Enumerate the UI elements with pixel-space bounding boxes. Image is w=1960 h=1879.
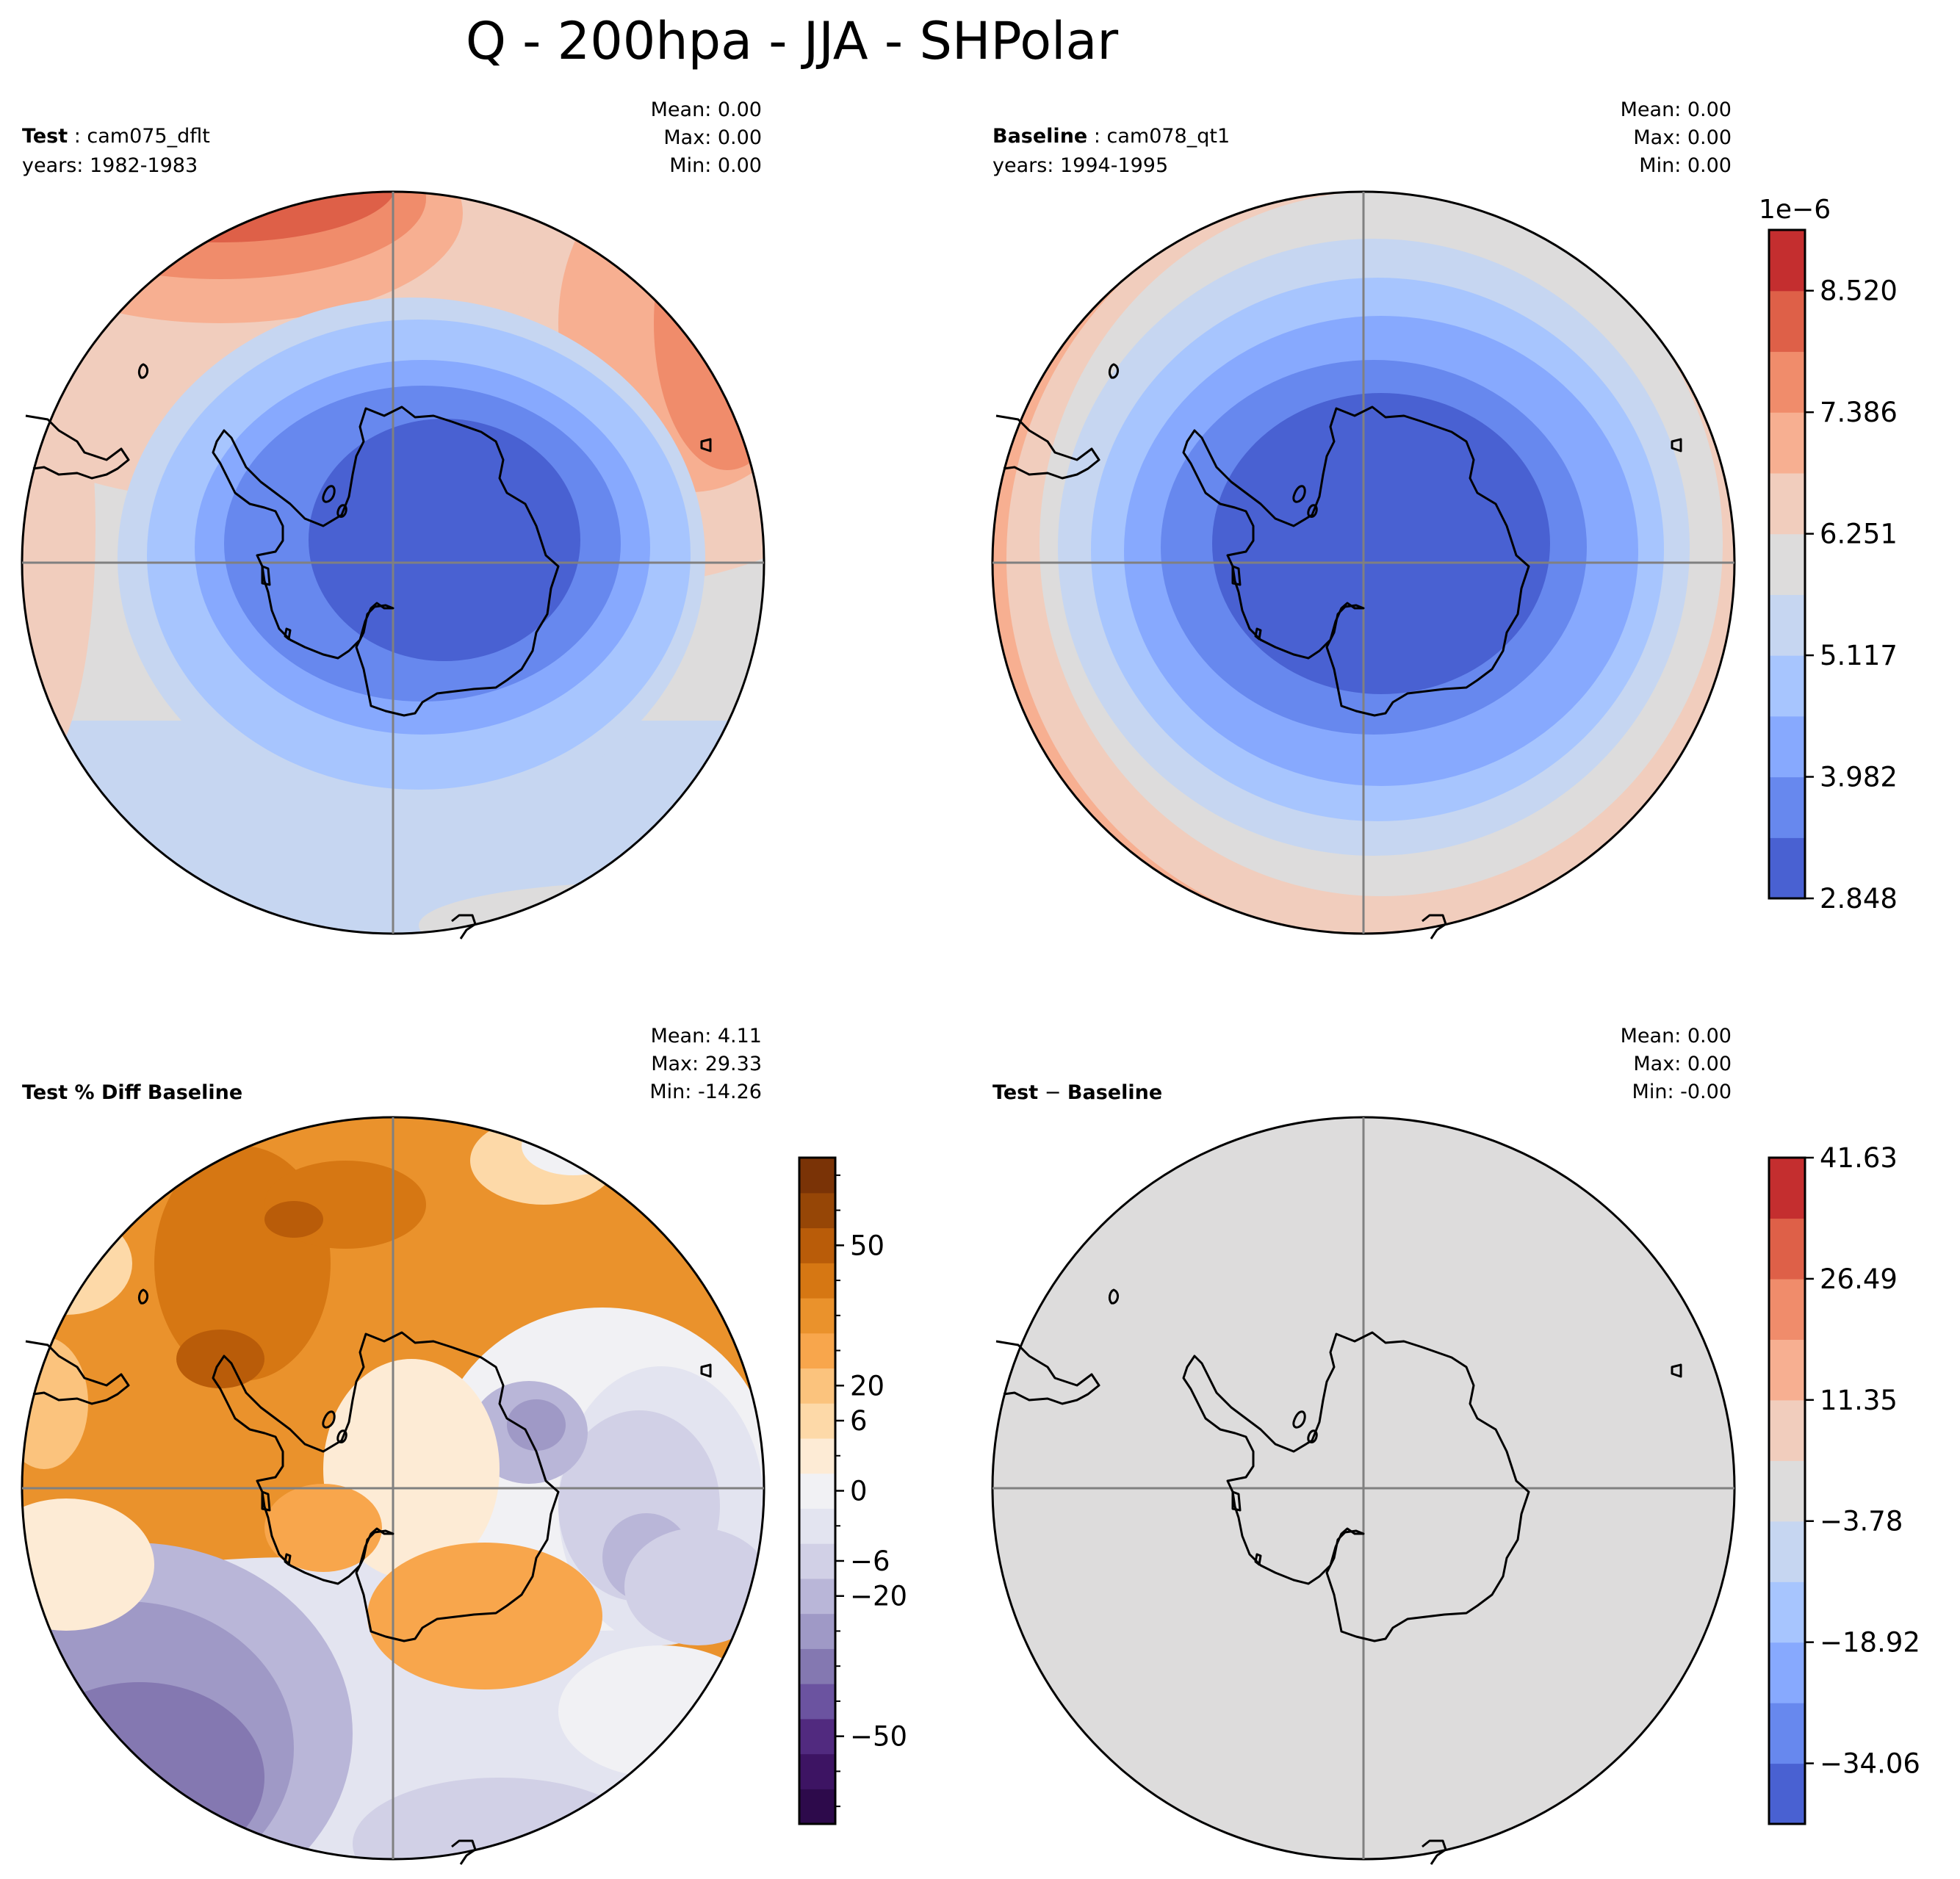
- colorbar-diff-tick-label: −34.06: [1820, 1748, 1920, 1780]
- colorbar-main-tick-label: 5.117: [1820, 640, 1898, 671]
- colorbar-pct-block: [799, 1438, 835, 1474]
- colorbar-pct-tick-label: 50: [850, 1230, 884, 1261]
- colorbar-main-tick-label: 3.982: [1820, 762, 1898, 793]
- panel-pctdiff: Test % Diff Baseline Mean: 4.11 Max: 29.…: [21, 1025, 765, 1866]
- colorbar-pct-tick-label: −6: [850, 1546, 890, 1577]
- panel-baseline-label: Baseline : cam078_qt1: [992, 125, 1230, 148]
- colorbar-pct-block: [799, 1753, 835, 1789]
- colorbar-diff-blocks: [1769, 1158, 1805, 1825]
- colorbar-diff-block: [1769, 1399, 1805, 1461]
- colorbar-pct-block: [799, 1192, 835, 1229]
- colorbar-diff-ticks: −34.06 −18.92 −3.78 11.35 26.49 41.63: [1805, 1142, 1920, 1780]
- colorbar-pct-ticks: −50 −20 −6 0 620 50: [835, 1174, 907, 1808]
- colorbar-pct-block: [799, 1508, 835, 1544]
- panel-diff-mean: Mean: 0.00: [1621, 1025, 1732, 1047]
- panel-baseline-min: Min: 0.00: [1639, 154, 1732, 177]
- colorbar-pct-block: [799, 1789, 835, 1825]
- colorbar-pct-tick-label: 0: [850, 1476, 868, 1507]
- colorbar-diff-tick-label: 26.49: [1820, 1263, 1898, 1295]
- colorbar-main-blocks: [1769, 230, 1805, 899]
- colorbar-diff-tick-label: −3.78: [1820, 1506, 1903, 1537]
- colorbar-pct-block: [799, 1297, 835, 1334]
- colorbar-pct-block: [799, 1368, 835, 1404]
- colorbar-diff-block: [1769, 1703, 1805, 1764]
- colorbar-pct-tick-label: 6: [850, 1405, 868, 1437]
- colorbar-diff-block: [1769, 1521, 1805, 1582]
- panel-pctdiff-max: Max: 29.33: [651, 1053, 762, 1075]
- panel-test-mean: Mean: 0.00: [651, 98, 762, 121]
- colorbar-diff-block: [1769, 1218, 1805, 1280]
- figure-title: Q - 200hpa - JJA - SHPolar: [466, 11, 1119, 71]
- panel-diff-min: Min: -0.00: [1632, 1081, 1732, 1103]
- panel-baseline-contours: [992, 192, 1734, 934]
- colorbar-main-block: [1769, 290, 1805, 353]
- colorbar-diff-block: [1769, 1278, 1805, 1340]
- panel-pctdiff-label: Test % Diff Baseline: [22, 1081, 242, 1104]
- colorbar-diff-block: [1769, 1339, 1805, 1401]
- colorbar-pct-block: [799, 1543, 835, 1579]
- colorbar-pct-block: [799, 1158, 835, 1194]
- colorbar-diff-block: [1769, 1460, 1805, 1522]
- colorbar-main-tick-label: 8.520: [1820, 275, 1898, 307]
- panel-pctdiff-mean: Mean: 4.11: [651, 1025, 762, 1047]
- colorbar-main-block: [1769, 837, 1805, 899]
- colorbar-pct-block: [799, 1473, 835, 1509]
- colorbar-main-tick-label: 7.386: [1820, 397, 1898, 428]
- panel-pctdiff-contours: [22, 1117, 764, 1859]
- panel-test-years: years: 1982-1983: [22, 154, 198, 177]
- colorbar-pct-block: [799, 1648, 835, 1684]
- colorbar-diff-block: [1769, 1763, 1805, 1825]
- colorbar-main-block: [1769, 351, 1805, 413]
- colorbar-pct-block: [799, 1718, 835, 1755]
- colorbar-main-block: [1769, 776, 1805, 838]
- colorbar-pct-block: [799, 1684, 835, 1720]
- panel-diff-max: Max: 0.00: [1633, 1053, 1732, 1075]
- colorbar-pct-tick-label: 20: [850, 1370, 884, 1402]
- panel-test: Test : cam075_dflt years: 1982-1983 Mean…: [21, 98, 765, 940]
- panel-diff: Test − Baseline Mean: 0.00 Max: 0.00 Min…: [991, 1025, 1736, 1866]
- panel-baseline-max: Max: 0.00: [1633, 126, 1732, 149]
- colorbar-diff-tick-label: 41.63: [1820, 1142, 1898, 1174]
- colorbar-diff-block: [1769, 1158, 1805, 1219]
- panel-test-label: Test : cam075_dflt: [22, 125, 210, 148]
- colorbar-main: 1e−6 2.848 3.982 5.117 6.251 7.386 8.520: [1759, 195, 1898, 915]
- colorbar-pct-block: [799, 1613, 835, 1649]
- colorbar-pct-block: [799, 1578, 835, 1615]
- colorbar-pct-block: [799, 1403, 835, 1439]
- panel-pctdiff-min: Min: -14.26: [649, 1081, 762, 1103]
- colorbar-main-block: [1769, 230, 1805, 292]
- colorbar-pct-block: [799, 1227, 835, 1263]
- colorbar-main-block: [1769, 655, 1805, 717]
- panel-baseline: Baseline : cam078_qt1 years: 1994-1995 M…: [991, 98, 1736, 940]
- colorbar-diff-tick-label: −18.92: [1820, 1627, 1920, 1659]
- colorbar-pct-block: [799, 1263, 835, 1299]
- colorbar-main-offset: 1e−6: [1759, 195, 1831, 225]
- colorbar-main-tick-label: 6.251: [1820, 519, 1898, 550]
- colorbar-diff-block: [1769, 1642, 1805, 1703]
- colorbar-pct-tick-label: −50: [850, 1721, 907, 1753]
- colorbar-main-block: [1769, 715, 1805, 778]
- colorbar-main-block: [1769, 533, 1805, 595]
- panel-diff-label: Test − Baseline: [992, 1081, 1162, 1104]
- colorbar-diff-tick-label: 11.35: [1820, 1385, 1898, 1416]
- colorbar-pct-block: [799, 1332, 835, 1369]
- panel-test-contours: [22, 192, 764, 934]
- panel-baseline-mean: Mean: 0.00: [1621, 98, 1732, 121]
- colorbar-pct-blocks: [799, 1158, 835, 1825]
- colorbar-diff-block: [1769, 1582, 1805, 1643]
- panel-test-max: Max: 0.00: [663, 126, 762, 149]
- colorbar-pct-tick-label: −20: [850, 1581, 907, 1612]
- colorbar-main-block: [1769, 472, 1805, 535]
- colorbar-pct: −50 −20 −6 0 620 50: [798, 1156, 907, 1825]
- panel-baseline-years: years: 1994-1995: [992, 154, 1168, 177]
- panel-test-min: Min: 0.00: [669, 154, 762, 177]
- colorbar-main-tick-label: 2.848: [1820, 883, 1898, 915]
- colorbar-main-block: [1769, 594, 1805, 656]
- colorbar-main-block: [1769, 412, 1805, 474]
- colorbar-diff: −34.06 −18.92 −3.78 11.35 26.49 41.63: [1768, 1142, 1920, 1825]
- colorbar-main-ticks: 2.848 3.982 5.117 6.251 7.386 8.520: [1805, 275, 1898, 915]
